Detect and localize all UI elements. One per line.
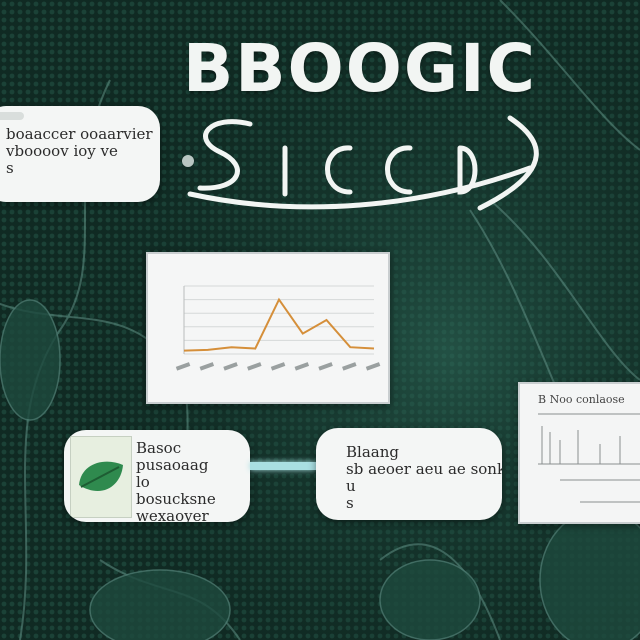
line-chart-panel	[146, 252, 390, 404]
series-line	[183, 297, 375, 352]
card-line: pusaoaag	[136, 456, 209, 474]
info-card-mid-left: Basoc pusaoaag lo bosucksne wexaoyer	[64, 430, 250, 522]
x-tick-mark	[247, 362, 262, 371]
x-tick-mark	[270, 362, 286, 371]
subtitle-text: SICCIOI	[310, 207, 315, 209]
leaf-thumbnail	[70, 436, 132, 518]
card-line: s	[346, 494, 354, 512]
leaf-icon	[79, 461, 123, 492]
info-card-mid-right: Blaang sb aeoer aeu ae sonk u s	[316, 428, 502, 520]
subtitle-lettering: SICCIOI	[187, 115, 539, 211]
card-line: bosucksne	[136, 490, 216, 508]
card-line: boaaccer ooaarvier	[6, 125, 153, 143]
x-tick-mark	[318, 362, 333, 371]
info-card-top-left: boaaccer ooaarvier vboooov ioy ve s	[0, 106, 160, 202]
x-tick-mark	[342, 362, 357, 371]
x-tick-mark	[175, 362, 191, 371]
x-tick-mark	[223, 362, 238, 371]
page-title: BBOOGIC	[183, 30, 537, 107]
card-line: Basoc	[136, 439, 182, 457]
data-table-panel: B Noo conlaose	[518, 382, 640, 524]
card-line: vboooov ioy ve	[6, 142, 118, 160]
card-line: wexaoyer	[136, 507, 209, 523]
card-line: u	[346, 477, 356, 495]
table-caption: B Noo conlaose	[538, 393, 625, 406]
table-graphic	[538, 413, 640, 503]
card-tab	[0, 112, 24, 120]
line-chart	[175, 285, 381, 371]
card-line: Blaang	[346, 443, 399, 461]
x-tick-mark	[294, 362, 310, 371]
card-line: lo	[136, 473, 150, 491]
x-tick-mark	[199, 362, 215, 371]
bullet-dot	[182, 155, 194, 167]
connector-bar	[250, 462, 316, 470]
card-line: sb aeoer aeu ae sonk	[346, 460, 502, 478]
card-line: s	[6, 159, 14, 177]
x-tick-mark	[365, 362, 381, 371]
